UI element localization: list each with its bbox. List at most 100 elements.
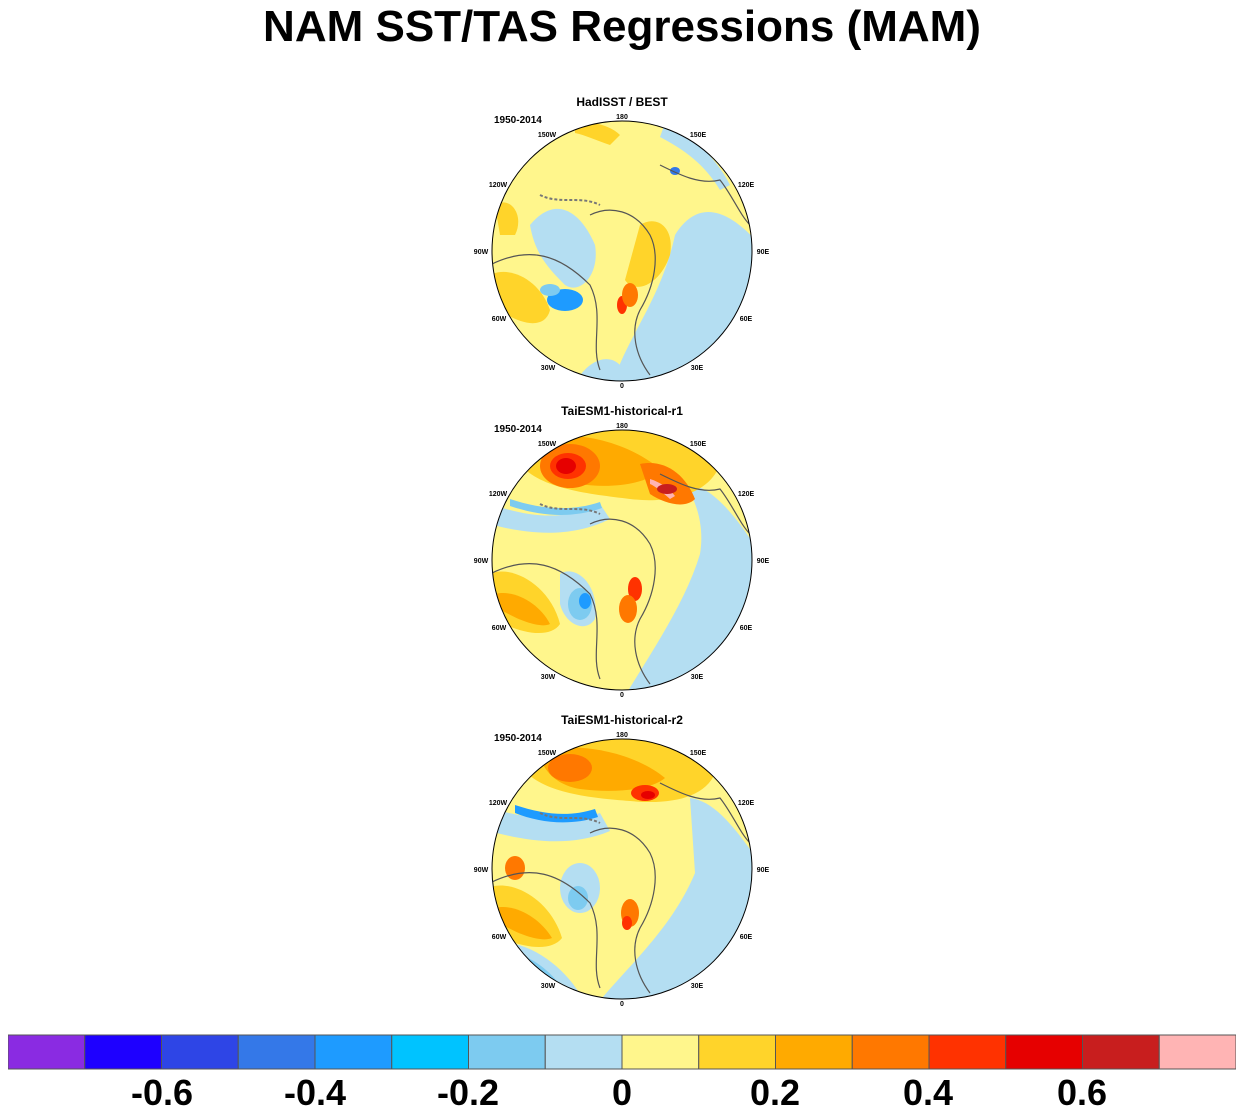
lon-label: 150W (538, 750, 557, 757)
map-border (491, 429, 753, 691)
map-border (491, 738, 753, 1000)
field-light-blue (660, 123, 730, 190)
field-orange (505, 856, 525, 880)
lon-label: 30E (691, 365, 704, 372)
field-orange (622, 283, 638, 307)
field-orange (619, 595, 637, 623)
lon-label: 120E (738, 800, 755, 807)
longitude-labels: 180 150E 120E 90E 60E 30E 0 30W 60W 90W … (474, 114, 770, 390)
lon-label: 150E (690, 132, 707, 139)
lon-label: 90W (474, 867, 489, 874)
colorbar-swatch (314, 1034, 393, 1070)
lon-label: 180 (616, 423, 628, 430)
colorbar-swatch (621, 1034, 700, 1070)
colorbar-swatch (1158, 1034, 1236, 1070)
lon-label: 0 (620, 692, 624, 699)
map-panel-taiesm1-r1: TaiESM1-historical-r1 1950-2014 (470, 404, 774, 704)
coastline (659, 164, 751, 226)
map-panel-hadisst: HadISST / BEST 1950-2014 180 150E (470, 95, 774, 395)
field-dark-red (556, 458, 576, 474)
lon-label: 90E (757, 249, 770, 256)
lon-label: 90W (474, 249, 489, 256)
colorbar-swatch (8, 1034, 86, 1070)
lon-label: 180 (616, 114, 628, 121)
colorbar (8, 1034, 1236, 1070)
coastline (659, 782, 751, 844)
field-light-blue (492, 808, 610, 842)
colorbar-swatch (544, 1034, 623, 1070)
map-panel-taiesm1-r2: TaiESM1-historical-r2 1950-2014 (470, 713, 774, 1013)
panel-period: 1950-2014 (494, 115, 542, 126)
lon-label: 90E (757, 867, 770, 874)
field-light-blue (492, 504, 610, 533)
colorbar-swatch (1005, 1034, 1083, 1070)
colorbar-swatch (1082, 1034, 1160, 1070)
lon-label: 120E (738, 182, 755, 189)
panel-period: 1950-2014 (494, 424, 542, 435)
field-red (628, 577, 642, 601)
coastline (539, 812, 601, 824)
polar-map: 180 150E 120E 90E 60E 30E 0 30W 60W 90W … (474, 732, 770, 1008)
colorbar-swatch (391, 1034, 469, 1070)
lon-label: 30E (691, 674, 704, 681)
coastline (539, 503, 601, 515)
coastline (492, 254, 601, 371)
longitude-labels: 180 150E 120E 90E 60E 30E 0 30W 60W 90W … (474, 732, 770, 1008)
panel-title: HadISST / BEST (576, 95, 668, 109)
lon-label: 120W (489, 182, 508, 189)
lon-label: 30W (541, 983, 556, 990)
colorbar-tick-label: 0.2 (749, 1072, 801, 1113)
field-orange-yellow (495, 202, 519, 235)
colorbar-tick-label: -0.6 (130, 1072, 194, 1113)
polar-map: 180 150E 120E 90E 60E 30E 0 30W 60W 90W … (474, 423, 770, 699)
lon-label: 90W (474, 558, 489, 565)
colorbar-labels: -0.6 -0.4 -0.2 0 0.2 0.4 0.6 (0, 1070, 1244, 1116)
lon-label: 60W (492, 316, 507, 323)
lon-label: 60W (492, 625, 507, 632)
field-orange (640, 463, 695, 505)
coastline (589, 827, 656, 994)
field-dark-red (641, 791, 655, 799)
colorbar-tick-label: 0.6 (1056, 1072, 1108, 1113)
longitude-labels: 180 150E 120E 90E 60E 30E 0 30W 60W 90W … (474, 423, 770, 699)
colorbar-tick-label: 0.4 (902, 1072, 954, 1113)
coastline (539, 194, 601, 206)
field-red (622, 916, 632, 930)
lon-label: 150W (538, 441, 557, 448)
lon-label: 120E (738, 491, 755, 498)
colorbar-swatch (237, 1034, 316, 1070)
lon-label: 60E (740, 316, 753, 323)
field-red (657, 484, 677, 494)
lon-label: 90E (757, 558, 770, 565)
colorbar-tick-label: -0.4 (283, 1072, 347, 1113)
colorbar-tick-label: -0.2 (436, 1072, 500, 1113)
lon-label: 60E (740, 934, 753, 941)
lon-label: 0 (620, 383, 624, 390)
lon-label: 60W (492, 934, 507, 941)
field-orange (495, 593, 550, 626)
lon-label: 120W (489, 800, 508, 807)
colorbar-swatch (161, 1034, 239, 1070)
field-orange (495, 907, 552, 940)
coastline (659, 473, 751, 535)
lon-label: 150E (690, 750, 707, 757)
field-blue (568, 886, 588, 910)
colorbar-tick-label: 0 (611, 1072, 633, 1113)
panel-title: TaiESM1-historical-r2 (561, 713, 683, 727)
colorbar-swatch (84, 1034, 162, 1070)
panel-period: 1950-2014 (494, 733, 542, 744)
map-border (491, 120, 753, 382)
lon-label: 0 (620, 1001, 624, 1008)
lon-label: 180 (616, 732, 628, 739)
lon-label: 30W (541, 365, 556, 372)
colorbar-swatch (928, 1034, 1007, 1070)
lon-label: 120W (489, 491, 508, 498)
field-blue (510, 499, 602, 515)
field-orange-yellow (625, 221, 671, 287)
page-title: NAM SST/TAS Regressions (MAM) (263, 2, 981, 51)
colorbar-swatch (775, 1034, 853, 1070)
colorbar-swatch (698, 1034, 776, 1070)
field-blue (579, 593, 591, 609)
coastline (492, 563, 601, 680)
lon-label: 150E (690, 441, 707, 448)
